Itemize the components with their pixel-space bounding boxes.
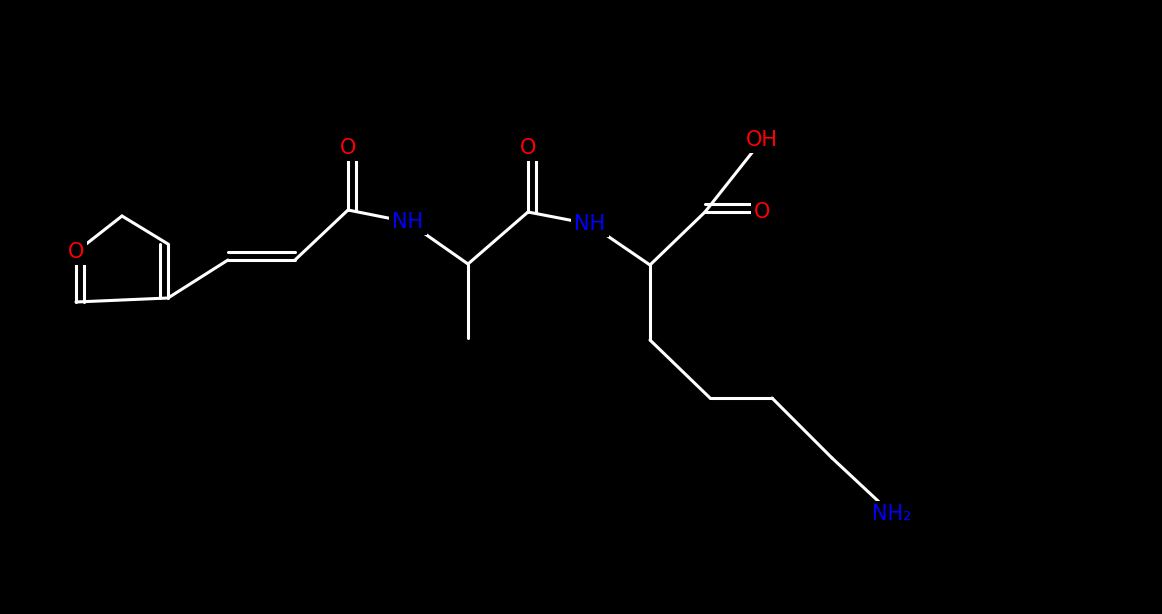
Text: O: O bbox=[67, 242, 84, 262]
Text: NH: NH bbox=[393, 212, 424, 232]
Text: O: O bbox=[754, 202, 770, 222]
Text: O: O bbox=[519, 138, 536, 158]
Text: O: O bbox=[339, 138, 357, 158]
Text: NH₂: NH₂ bbox=[873, 504, 912, 524]
Text: OH: OH bbox=[746, 130, 779, 150]
Text: NH: NH bbox=[574, 214, 605, 234]
